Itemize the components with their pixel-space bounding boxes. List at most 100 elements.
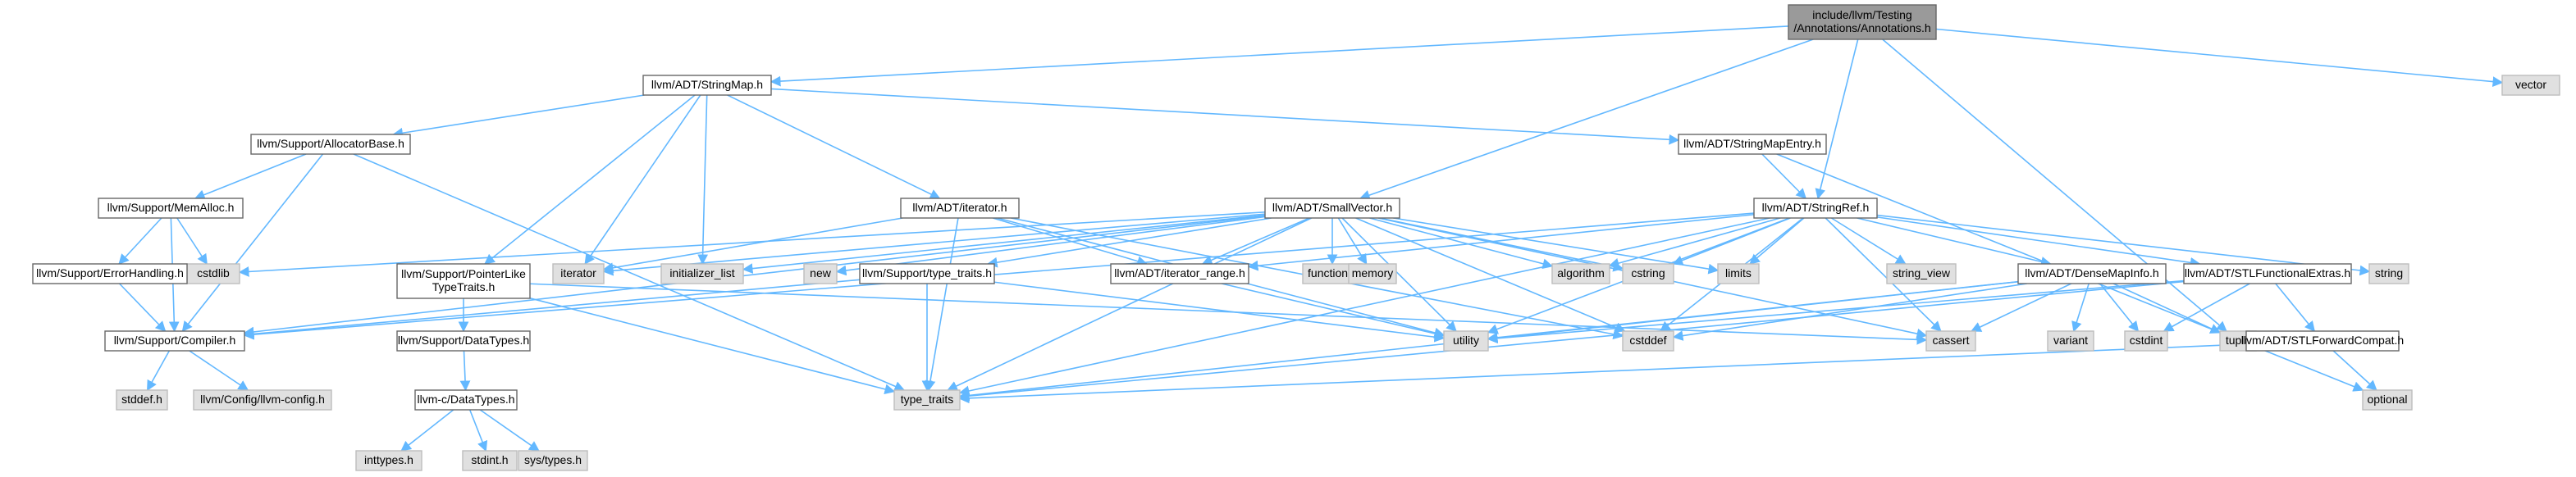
node-initlist-label: initializer_list [669,266,734,279]
node-densemapinfo[interactable]: llvm/ADT/DenseMapInfo.h [2017,263,2167,284]
node-errhandling-box [32,263,188,284]
node-pointerlike-label: llvm/Support/PointerLike [401,267,526,280]
edge-allocbase-to-type_traits [353,153,906,392]
node-cstdint: cstdint [2124,330,2168,352]
node-c_datatypes[interactable]: llvm-c/DataTypes.h [414,389,518,411]
node-memory: memory [1348,263,1397,284]
node-utility-label: utility [1453,334,1479,347]
edge-c_datatypes-to-inttypes [400,409,454,452]
node-vector: vector [2501,75,2560,96]
node-datatypes-label: llvm/Support/DataTypes.h [398,334,529,347]
node-string_view-box [1886,263,1957,284]
node-iterator_h[interactable]: llvm/ADT/iterator.h [900,198,1020,219]
node-stringmap[interactable]: llvm/ADT/StringMap.h [642,75,772,96]
edge-stringref-to-string [1876,214,2371,276]
node-cstdlib: cstdlib [186,263,240,284]
node-cstddef-label: cstddef [1629,334,1666,347]
node-cstdint-label: cstdint [2130,334,2163,347]
edge-memalloc-to-errhandling [118,217,162,265]
node-memory-label: memory [1352,266,1394,279]
edge-smallvector-to-initlist [742,214,1266,274]
edge-c_datatypes-to-stdint [468,409,488,452]
node-memalloc[interactable]: llvm/Support/MemAlloc.h [98,198,244,219]
node-stringref-box [1753,198,1878,219]
edge-densemapinfo-to-cassert [1971,283,2072,332]
node-smallvector-box [1264,198,1400,219]
node-stringmapentry[interactable]: llvm/ADT/StringMapEntry.h [1678,134,1827,155]
node-algorithm: algorithm [1551,263,1610,284]
edge-smallvector-to-compiler [243,215,1266,338]
node-string: string [2368,263,2409,284]
node-typetraits_h[interactable]: llvm/Support/type_traits.h [859,263,995,284]
edge-stringref-to-algorithm [1608,217,1781,269]
node-stdint-label: stdint.h [471,453,508,466]
node-inttypes-label: inttypes.h [364,453,413,466]
node-stlfwdcompat[interactable]: llvm/ADT/STLForwardCompat.h [2241,330,2404,352]
node-smallvector-label: llvm/ADT/SmallVector.h [1272,201,1392,214]
edge-stringref-to-compiler [243,212,1755,340]
node-algorithm-label: algorithm [1557,266,1605,279]
node-iterrange[interactable]: llvm/ADT/iterator_range.h [1110,263,1249,284]
edge-densemapinfo-to-variant [2071,283,2090,333]
node-utility-box [1443,330,1489,352]
node-inttypes: inttypes.h [355,450,422,471]
node-stringref[interactable]: llvm/ADT/StringRef.h [1753,198,1878,219]
node-stringmapentry-label: llvm/ADT/StringMapEntry.h [1683,137,1821,150]
node-stddef-box [116,389,168,411]
node-llvmconfig: llvm/Config/llvm-config.h [193,389,332,411]
node-datatypes[interactable]: llvm/Support/DataTypes.h [396,330,531,352]
edge-root-to-tuple [1882,39,2227,332]
node-c_datatypes-label: llvm-c/DataTypes.h [417,393,514,406]
node-cstring-box [1622,263,1674,284]
node-systypes-box [518,450,588,471]
edge-stringmap-to-iterator_h [727,94,941,199]
edge-compiler-to-llvmconfig [189,350,249,391]
edge-pointerlike-to-type_traits [529,298,896,395]
edge-stringref-to-string_view [1830,217,1907,265]
node-initlist: initializer_list [660,263,744,284]
edge-stringref-to-stlfuncextras [1876,216,2201,268]
node-smallvector[interactable]: llvm/ADT/SmallVector.h [1264,198,1400,219]
node-memory-box [1348,263,1397,284]
node-errhandling[interactable]: llvm/Support/ErrorHandling.h [32,263,188,284]
edge-stringref-to-limits [1749,217,1805,265]
node-limits-box [1717,263,1760,284]
node-stlfuncextras-label: llvm/ADT/STLFunctionalExtras.h [2185,266,2350,279]
node-stddef-label: stddef.h [121,393,162,406]
edge-smallvector-to-utility [1341,217,1457,332]
node-root[interactable]: include/llvm/Testing/Annotations/Annotat… [1788,4,1937,40]
node-optional-label: optional [2367,393,2407,406]
edge-memalloc-to-cstdlib [176,217,208,266]
node-allocbase[interactable]: llvm/Support/AllocatorBase.h [250,134,411,155]
node-algorithm-box [1551,263,1610,284]
edge-stringref-to-cassert [1825,217,1942,332]
node-stddef: stddef.h [116,389,168,411]
edge-densemapinfo-to-cstdint [2099,283,2140,332]
node-root-box [1788,4,1937,40]
node-cstdint-box [2124,330,2168,352]
edge-smallvector-to-memory [1337,217,1368,266]
edge-smallvector-to-iterator [602,213,1266,276]
edge-compiler-to-stddef [146,350,171,392]
node-inttypes-box [355,450,422,471]
edge-densemapinfo-to-cstddef [1672,283,2027,341]
node-string-label: string [2375,266,2403,279]
node-compiler-box [104,330,245,352]
node-cstring-label: cstring [1631,266,1665,279]
node-compiler[interactable]: llvm/Support/Compiler.h [104,330,245,352]
node-vector-label: vector [2515,78,2546,91]
node-new-box [803,263,838,284]
node-optional-box [2362,389,2413,411]
node-stlfuncextras-box [2183,263,2352,284]
node-tuple-label: tuple [2226,334,2251,347]
node-optional: optional [2362,389,2413,411]
node-densemapinfo-label: llvm/ADT/DenseMapInfo.h [2025,266,2158,279]
edge-smallvector-to-limits [1393,217,1720,275]
edge-stringmap-to-stringmapentry [770,88,1680,145]
node-pointerlike-label: TypeTraits.h [432,280,496,293]
edge-root-to-stringmap [770,25,1789,87]
node-stlfuncextras[interactable]: llvm/ADT/STLFunctionalExtras.h [2183,263,2352,284]
node-datatypes-box [396,330,531,352]
